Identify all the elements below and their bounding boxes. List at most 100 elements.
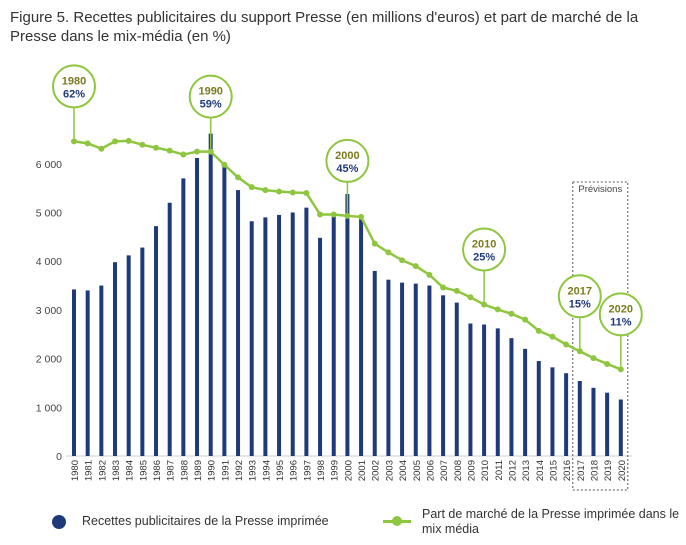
bar: [208, 133, 213, 456]
x-tick-label: 1982: [97, 460, 108, 481]
line-point: [358, 213, 365, 220]
bar: [577, 381, 582, 456]
legend: Recettes publicitaires de la Presse impr…: [0, 500, 686, 545]
line-point: [125, 137, 132, 144]
bar: [509, 338, 514, 456]
x-tick-label: 1995: [275, 460, 286, 481]
bar: [523, 348, 528, 456]
x-tick-label: 2013: [521, 460, 532, 481]
x-tick-label: 2017: [576, 460, 587, 481]
bar: [413, 283, 418, 456]
bar: [181, 178, 186, 456]
bar: [277, 214, 282, 456]
x-tick-label: 1998: [316, 460, 327, 481]
line-point: [276, 188, 283, 195]
bar: [536, 361, 541, 456]
annotation-year: 1990: [198, 86, 222, 98]
x-tick-label: 1990: [207, 460, 218, 481]
x-tick-label: 2014: [535, 460, 546, 481]
chart-canvas: 0 1 000 2 000 3 000 4 000 5 000 6 000 Prévision…: [36, 64, 643, 491]
bar: [236, 190, 241, 456]
bar: [167, 202, 172, 456]
line-point: [563, 341, 570, 348]
line-point: [194, 148, 201, 155]
x-tick-label: 1984: [125, 460, 136, 481]
x-tick-label: 2005: [412, 460, 423, 481]
x-tick-label: 2001: [357, 460, 368, 481]
bar: [564, 373, 569, 456]
line-point: [153, 144, 160, 151]
line-point: [317, 211, 324, 218]
x-tick-label: 1983: [111, 460, 122, 481]
annotation-pct: 62%: [63, 88, 85, 100]
annotation-pct: 25%: [473, 252, 495, 264]
line-point: [371, 240, 378, 247]
x-tick-label: 2012: [507, 460, 518, 481]
x-tick-label: 1985: [138, 460, 149, 481]
line-point: [508, 310, 515, 317]
bar: [126, 255, 131, 456]
annotation-pct: 15%: [569, 298, 591, 310]
legend-bar-label: Recettes publicitaires de la Presse impr…: [82, 514, 329, 528]
line-point: [221, 161, 228, 168]
line-point: [522, 316, 529, 323]
bar: [85, 290, 90, 456]
bar: [591, 387, 596, 456]
chart-title: Figure 5. Recettes publicitaires du supp…: [10, 9, 639, 45]
x-tick-label: 1994: [261, 460, 272, 481]
line-point: [180, 151, 187, 158]
bar: [99, 285, 104, 456]
bar: [72, 289, 76, 456]
x-tick-label: 1992: [234, 460, 245, 481]
annotation-year: 2017: [568, 285, 592, 297]
x-tick-label: 2007: [439, 460, 450, 481]
bar: [113, 262, 118, 456]
bar: [154, 226, 159, 456]
forecast-box: [572, 181, 629, 491]
x-tick-label: 2006: [425, 460, 436, 481]
bar: [290, 212, 295, 456]
bar: [495, 328, 500, 456]
y-tick-label: 0: [56, 451, 62, 463]
y-tick-label: 1 000: [36, 402, 62, 414]
forecast-label: Prévisions: [578, 184, 622, 195]
x-tick-label: 1980: [70, 460, 81, 481]
legend-line-marker: [392, 516, 402, 526]
line-point: [289, 189, 296, 196]
y-tick-label: 4 000: [36, 256, 62, 268]
x-tick-label: 1989: [193, 460, 204, 481]
line-point: [535, 327, 542, 334]
x-tick-label: 2020: [617, 460, 628, 481]
x-tick-label: 2004: [398, 460, 409, 481]
line-point: [139, 141, 146, 148]
annotation-year: 2020: [609, 303, 633, 315]
bar: [427, 285, 432, 456]
y-tick-label: 6 000: [36, 159, 62, 171]
line-point: [426, 271, 433, 278]
annotation-bubble: [462, 227, 507, 272]
line-point: [440, 284, 447, 291]
y-tick-label: 2 000: [36, 354, 62, 366]
bar: [441, 295, 446, 456]
line-point: [248, 184, 255, 191]
line-point: [98, 145, 105, 152]
line-point: [399, 257, 406, 264]
bar: [263, 217, 268, 456]
line-point: [330, 211, 337, 218]
x-tick-label: 2003: [384, 460, 395, 481]
line-point: [84, 140, 91, 147]
bar: [331, 213, 336, 456]
bar: [345, 193, 350, 456]
x-tick-label: 2009: [466, 460, 477, 481]
line-point: [71, 138, 77, 145]
annotation-bubble: [188, 74, 233, 119]
bar: [372, 270, 377, 456]
line-point: [385, 249, 392, 256]
line-point: [467, 294, 474, 301]
x-tick-label: 1986: [152, 460, 163, 481]
x-tick-label: 1999: [330, 460, 341, 481]
legend-line-label: Part de marché de la Presse imprimée dan…: [422, 507, 680, 536]
line-point: [549, 333, 556, 340]
x-tick-label: 1991: [220, 460, 231, 481]
line-point: [207, 148, 214, 155]
